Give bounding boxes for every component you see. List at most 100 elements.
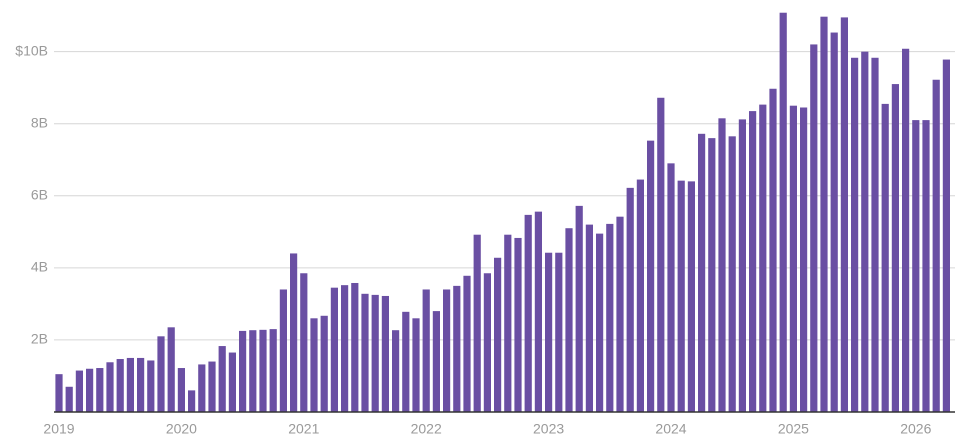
bar <box>871 57 879 412</box>
bar <box>698 133 706 412</box>
bar <box>86 368 94 412</box>
x-tick-label: 2021 <box>288 421 319 437</box>
bar <box>881 103 889 412</box>
bar <box>473 234 481 412</box>
bar <box>677 180 685 412</box>
bar <box>596 233 604 412</box>
bar <box>443 289 451 412</box>
bar <box>687 181 695 412</box>
bar <box>371 294 379 412</box>
bar <box>800 107 808 413</box>
bar <box>392 330 400 412</box>
bar <box>228 352 236 412</box>
bar <box>137 357 145 412</box>
bar <box>279 289 287 412</box>
bar <box>208 361 216 412</box>
bar <box>167 327 175 412</box>
bar <box>667 163 675 412</box>
bar <box>728 136 736 412</box>
x-tick-label: 2020 <box>166 421 197 437</box>
bar <box>126 357 134 412</box>
bar <box>779 12 787 412</box>
bar <box>891 84 899 412</box>
bar <box>585 224 593 412</box>
y-tick-label: $10B <box>15 42 48 58</box>
bar <box>708 138 716 412</box>
y-tick-label: 2B <box>31 331 48 347</box>
bar <box>300 273 308 412</box>
bar <box>534 211 542 412</box>
bar <box>789 105 797 412</box>
bar <box>463 275 471 412</box>
bar <box>922 120 930 413</box>
bar <box>157 336 165 412</box>
bar <box>147 360 155 412</box>
bar <box>810 44 818 412</box>
bar <box>453 285 461 412</box>
bar <box>218 346 226 412</box>
bar <box>198 364 206 412</box>
bar <box>504 234 512 412</box>
bar <box>514 237 522 412</box>
bar <box>361 293 369 412</box>
bar <box>341 285 349 412</box>
bar <box>310 318 318 412</box>
bar <box>259 329 267 412</box>
bar <box>55 374 63 412</box>
bar <box>330 287 338 412</box>
bar <box>657 97 665 413</box>
bar <box>75 370 83 412</box>
y-tick-label: 4B <box>31 259 48 275</box>
bar <box>432 311 440 412</box>
bar <box>402 311 410 412</box>
bar <box>749 111 757 413</box>
bar <box>65 386 73 412</box>
bar <box>606 223 614 412</box>
x-tick-label: 2022 <box>411 421 442 437</box>
bar <box>320 315 328 412</box>
bar <box>545 252 553 412</box>
bar <box>830 32 838 413</box>
bar <box>177 368 185 412</box>
bar <box>290 253 298 412</box>
bar <box>116 359 124 412</box>
bar <box>912 120 920 413</box>
bar <box>96 368 104 412</box>
bar <box>942 59 950 412</box>
bar <box>565 228 573 412</box>
bar <box>249 330 257 412</box>
bar <box>769 88 777 412</box>
x-tick-label: 2024 <box>655 421 686 437</box>
bar <box>932 79 940 413</box>
bar <box>902 48 910 413</box>
bar <box>626 187 634 412</box>
bar <box>840 17 848 413</box>
bar <box>861 51 869 412</box>
x-tick-label: 2023 <box>533 421 564 437</box>
bar <box>188 390 196 412</box>
y-tick-label: 6B <box>31 186 48 202</box>
bar <box>555 252 563 412</box>
bar <box>636 179 644 412</box>
bar <box>851 57 859 412</box>
bar <box>616 216 624 412</box>
bar <box>820 16 828 412</box>
bar <box>575 205 583 412</box>
bar <box>718 118 726 412</box>
bar <box>351 282 359 412</box>
bar <box>412 318 420 412</box>
bar <box>738 119 746 412</box>
bar <box>269 329 277 412</box>
bar <box>381 295 389 412</box>
x-tick-label: 2026 <box>900 421 931 437</box>
bar <box>483 273 491 412</box>
y-tick-label: 8B <box>31 114 48 130</box>
x-tick-label: 2025 <box>778 421 809 437</box>
bar <box>494 257 502 412</box>
bar <box>106 362 114 412</box>
x-tick-label: 2019 <box>43 421 74 437</box>
bar <box>759 104 767 412</box>
bar <box>524 214 532 412</box>
